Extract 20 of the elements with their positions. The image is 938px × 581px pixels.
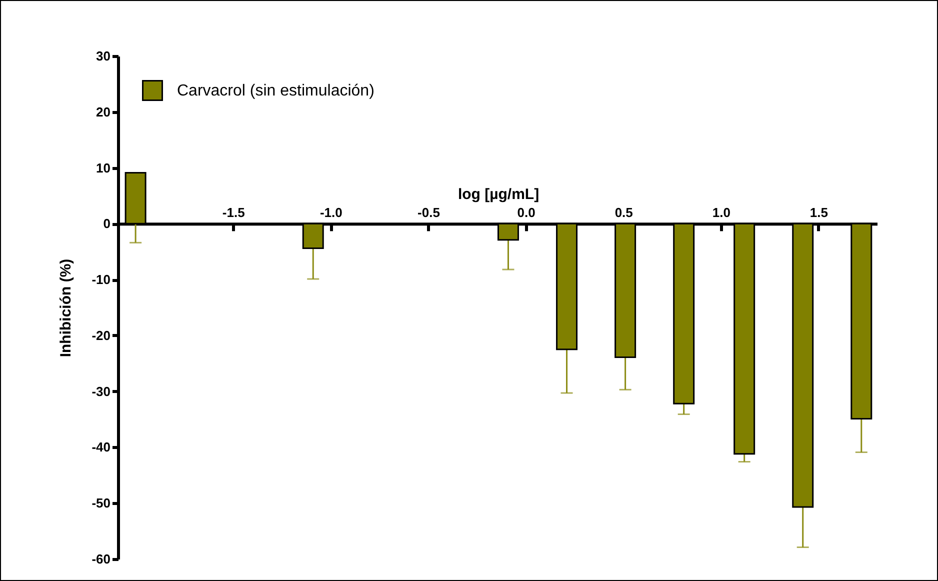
y-tick-label: -10 — [92, 272, 110, 288]
x-tick-label: 1.5 — [810, 205, 828, 220]
legend-label: Carvacrol (sin estimulación) — [177, 82, 374, 100]
y-tick-label: 0 — [103, 216, 110, 232]
x-tick-label: 1.0 — [712, 205, 730, 220]
y-tick-label: -40 — [92, 440, 110, 455]
y-tick-label: 20 — [96, 104, 110, 120]
x-axis-title: log [µg/mL] — [458, 186, 540, 204]
x-tick-label: -1.0 — [320, 205, 342, 220]
x-tick-label: -0.5 — [418, 205, 440, 220]
y-tick-label: -30 — [92, 384, 110, 399]
y-tick-label: -50 — [92, 496, 110, 511]
x-tick-label: -1.5 — [222, 205, 245, 220]
y-tick-label: 10 — [96, 160, 110, 176]
x-tick-label: 0.0 — [517, 205, 536, 220]
x-tick-label: 0.5 — [614, 205, 633, 220]
y-tick-label: -60 — [92, 552, 110, 566]
y-tick-label: -20 — [92, 328, 110, 343]
y-axis-title: Inhibición (%) — [58, 258, 75, 358]
y-tick-label: 30 — [96, 48, 110, 64]
